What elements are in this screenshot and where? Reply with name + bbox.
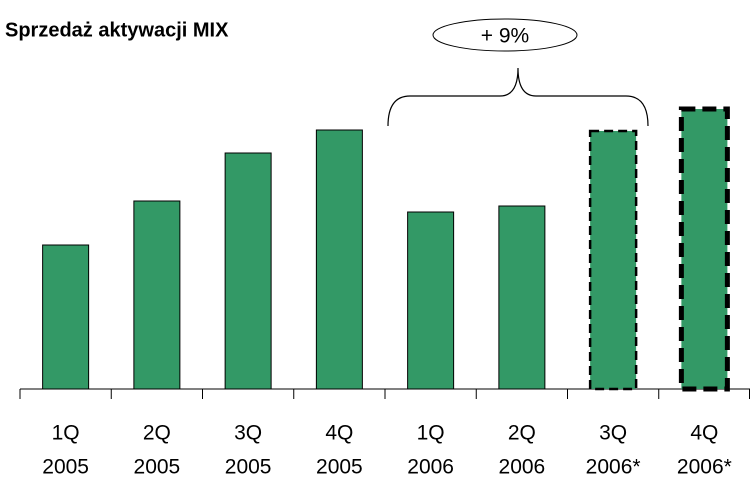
x-tick-label: 1Q (52, 422, 80, 445)
x-tick-label: 2006* (586, 456, 641, 479)
x-tick-label: 2005 (316, 456, 363, 479)
annotation: + 9% (481, 25, 529, 48)
x-tick-label: 2006* (677, 456, 732, 479)
x-tick-label: 2005 (42, 456, 89, 479)
x-tick-label: 3Q (234, 422, 262, 445)
x-tick-label: 4Q (325, 422, 353, 445)
x-tick-label: 3Q (599, 422, 627, 445)
bar (315, 129, 363, 390)
brace (387, 67, 649, 127)
bar (407, 211, 455, 390)
x-tick-label: 4Q (690, 422, 718, 445)
bar (588, 129, 638, 391)
x-tick-label: 2006 (407, 456, 454, 479)
x-tick-label: 2Q (508, 422, 536, 445)
x-tick-label: 2005 (134, 456, 181, 479)
chart-title: Sprzedaż aktywacji MIX (5, 19, 229, 41)
x-tick-label: 2005 (225, 456, 272, 479)
x-tick-label: 1Q (417, 422, 445, 445)
x-tick-label: 2Q (143, 422, 171, 445)
x-tick-label: 2006 (499, 456, 546, 479)
bar (498, 205, 546, 390)
annotation-ellipse (432, 18, 578, 52)
bar (678, 106, 730, 392)
bar (42, 244, 90, 390)
bar (224, 152, 272, 390)
bar (133, 200, 181, 390)
